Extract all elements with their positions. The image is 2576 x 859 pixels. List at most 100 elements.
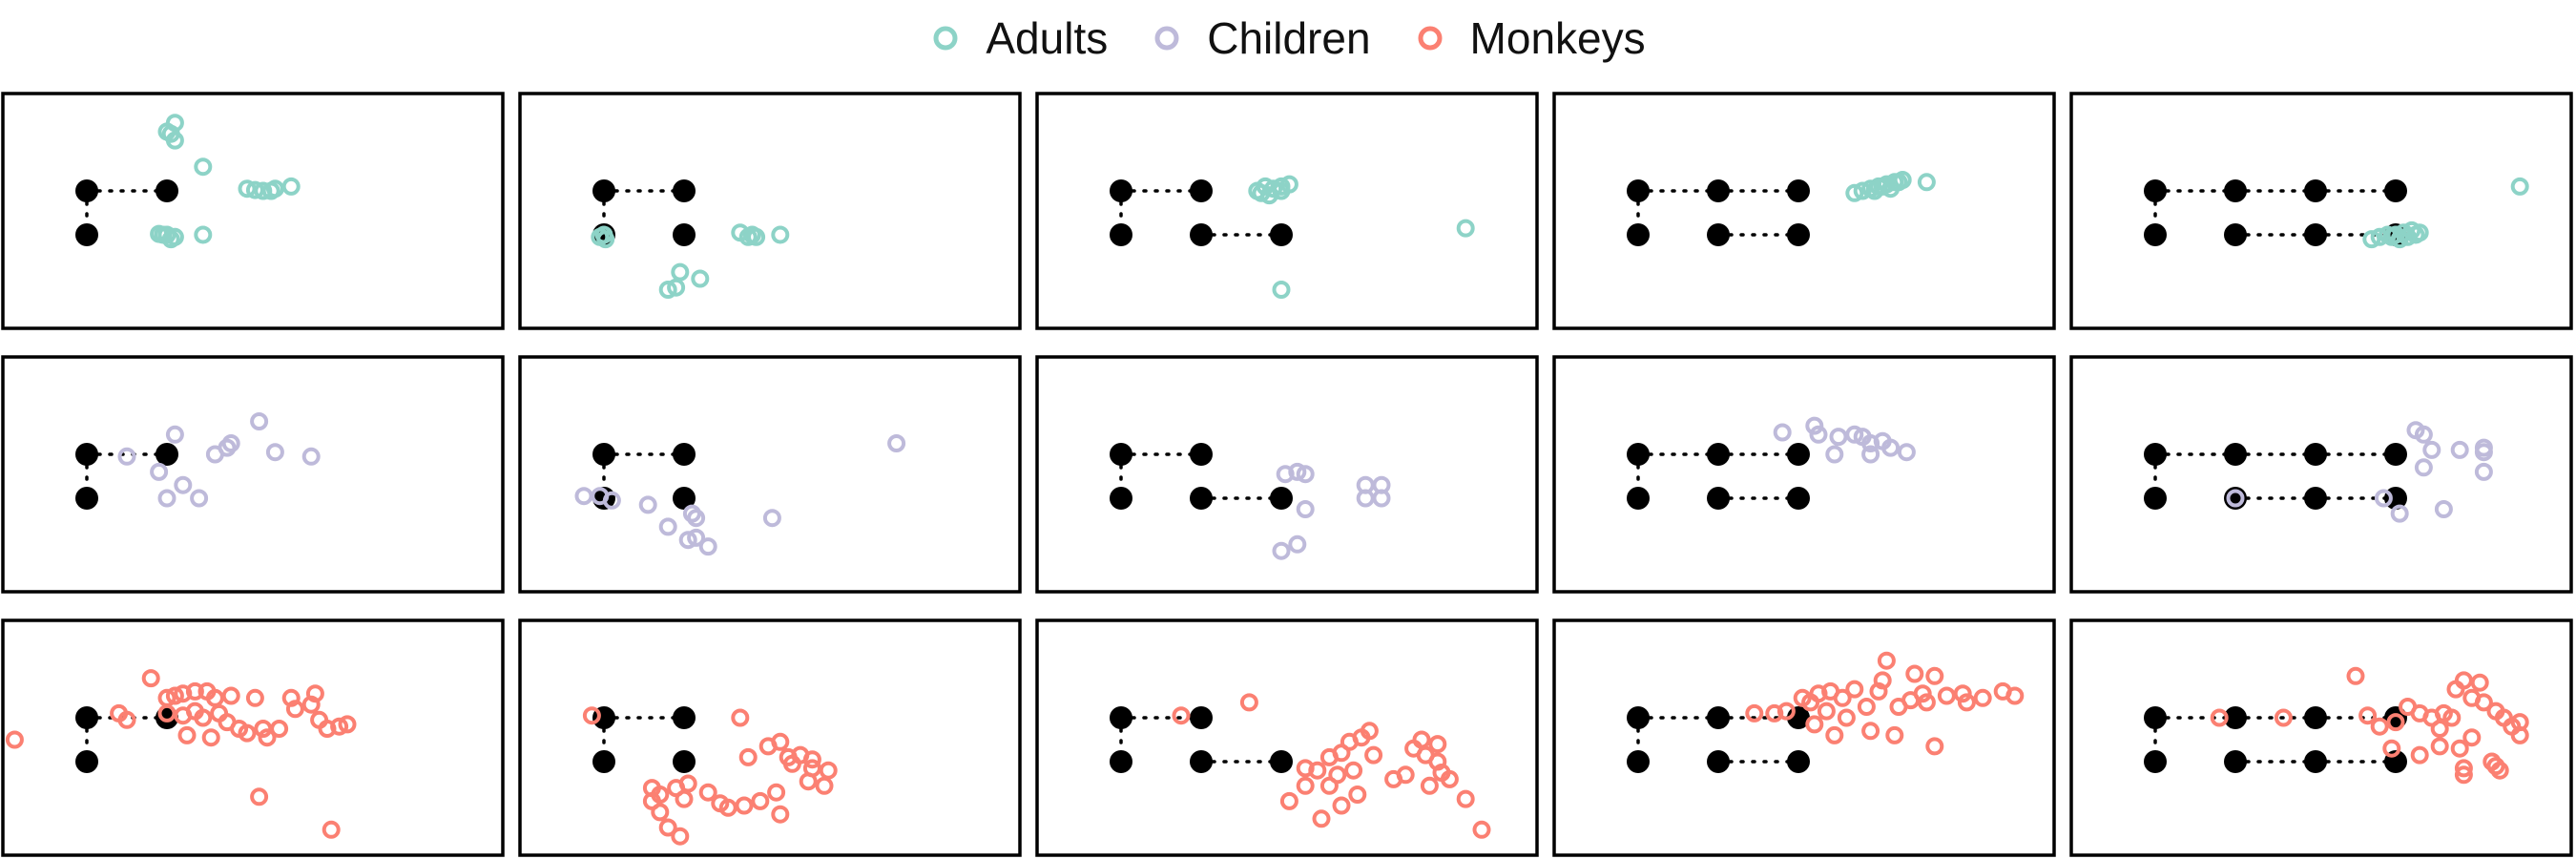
data-point xyxy=(177,725,197,744)
legend-item-monkeys[interactable]: Monkeys xyxy=(1415,12,1646,64)
data-point xyxy=(887,434,906,452)
panel-children-4 xyxy=(1552,355,2056,594)
node-dot xyxy=(1190,706,1213,729)
node-dot xyxy=(1707,443,1730,466)
data-point xyxy=(1332,796,1351,815)
node-dot xyxy=(2144,487,2167,510)
node-dot xyxy=(1110,487,1132,510)
data-point xyxy=(1889,173,1908,192)
data-point xyxy=(671,827,690,846)
data-point xyxy=(1809,425,1828,444)
data-point xyxy=(1805,416,1824,435)
node-dot xyxy=(1270,750,1293,773)
data-point xyxy=(1845,183,1864,202)
data-point xyxy=(2362,230,2381,249)
data-point xyxy=(265,179,284,199)
data-point xyxy=(270,720,289,738)
data-point xyxy=(2386,713,2405,732)
data-point xyxy=(174,475,193,494)
data-point xyxy=(165,686,184,705)
data-point xyxy=(658,281,677,299)
data-point xyxy=(117,447,136,466)
data-point xyxy=(2226,489,2245,508)
data-point xyxy=(141,669,160,688)
node-dot xyxy=(673,443,696,466)
data-point xyxy=(2422,440,2441,459)
data-point xyxy=(154,225,173,244)
data-point xyxy=(1877,651,1896,670)
data-point xyxy=(1456,219,1475,238)
data-point xyxy=(2414,425,2433,444)
data-point xyxy=(819,761,838,780)
node-dot xyxy=(2144,179,2167,202)
data-point xyxy=(751,791,770,810)
data-point xyxy=(2470,673,2489,692)
data-point xyxy=(2406,225,2425,244)
node-dot xyxy=(673,706,696,729)
data-point xyxy=(658,818,677,837)
panel-adults-4 xyxy=(1552,92,2056,330)
node-dot xyxy=(2144,443,2167,466)
node-dot xyxy=(2304,706,2327,729)
data-point xyxy=(301,447,321,466)
data-point xyxy=(2510,713,2529,732)
data-point xyxy=(221,434,240,452)
data-point xyxy=(815,776,834,795)
node-dot xyxy=(156,443,178,466)
data-point xyxy=(1745,703,1764,723)
node-dot xyxy=(156,179,178,202)
node-dot xyxy=(1627,443,1650,466)
data-point xyxy=(1364,745,1383,765)
legend-label-children: Children xyxy=(1207,13,1371,63)
data-point xyxy=(1396,765,1415,785)
data-point xyxy=(194,225,213,244)
data-point xyxy=(281,177,301,196)
data-point xyxy=(2510,177,2529,196)
panel-children-5 xyxy=(2069,355,2573,594)
legend-item-adults[interactable]: Adults xyxy=(930,12,1108,64)
panel-frame xyxy=(1552,618,2056,857)
data-point xyxy=(285,700,304,719)
data-point xyxy=(1288,462,1307,481)
node-dot xyxy=(1787,443,1810,466)
data-point xyxy=(735,796,754,815)
data-point xyxy=(221,686,240,705)
data-point xyxy=(2382,227,2401,246)
data-point xyxy=(5,730,24,749)
data-point xyxy=(2430,737,2449,756)
node-dot xyxy=(2144,706,2167,729)
node-dot xyxy=(1110,750,1132,773)
data-point xyxy=(802,750,821,769)
data-point xyxy=(671,262,690,282)
data-point xyxy=(771,732,790,751)
data-point xyxy=(1845,425,1864,444)
data-point xyxy=(1279,791,1298,810)
data-point xyxy=(2450,440,2469,459)
data-point xyxy=(738,227,758,246)
node-dot xyxy=(1787,750,1810,773)
data-point xyxy=(1348,786,1367,804)
panel-monkeys-5 xyxy=(2069,618,2573,857)
node-dot xyxy=(1627,706,1650,729)
node-dot xyxy=(1190,443,1213,466)
legend-item-children[interactable]: Children xyxy=(1152,12,1371,64)
data-point xyxy=(2442,708,2462,727)
data-point xyxy=(1825,445,1844,464)
data-point xyxy=(687,509,706,528)
data-point xyxy=(305,684,324,703)
node-dot xyxy=(673,750,696,773)
node-dot xyxy=(2224,443,2247,466)
panel-frame xyxy=(1552,92,2056,330)
data-point xyxy=(1953,684,1972,703)
data-point xyxy=(1773,423,1792,442)
node-dot xyxy=(1110,706,1132,729)
data-point xyxy=(698,783,717,802)
data-point xyxy=(1925,737,1944,756)
data-point xyxy=(651,803,670,822)
data-point xyxy=(2005,686,2025,705)
data-point xyxy=(2474,462,2493,481)
data-point xyxy=(2474,443,2493,462)
node-dot xyxy=(2304,223,2327,246)
panel-frame xyxy=(2069,92,2573,330)
data-point xyxy=(771,225,790,244)
